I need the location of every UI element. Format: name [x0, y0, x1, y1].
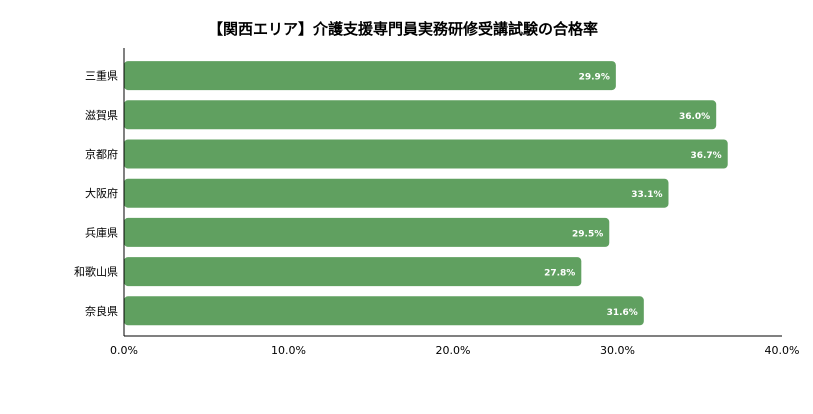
x-tick-label: 40.0% — [765, 344, 800, 357]
x-tick-label: 10.0% — [271, 344, 306, 357]
x-tick-label: 0.0% — [110, 344, 138, 357]
category-label: 大阪府 — [85, 186, 118, 200]
data-label: 31.6% — [607, 308, 638, 318]
axes-group: 0.0% 10.0% 20.0% 30.0% 40.0% — [110, 48, 799, 357]
bar-7 — [124, 296, 644, 326]
data-label: 36.7% — [690, 151, 721, 161]
bar-4 — [124, 178, 669, 208]
bar-2 — [124, 100, 717, 130]
chart-title: 【関西エリア】介護支援専門員実務研修受講試験の合格率 — [208, 20, 598, 38]
data-label: 36.0% — [679, 112, 710, 122]
bar-3 — [124, 139, 728, 169]
category-label: 和歌山県 — [74, 265, 118, 279]
bar-6 — [124, 257, 582, 287]
category-label: 奈良県 — [85, 304, 118, 318]
bar-1 — [124, 61, 616, 91]
bars-group: 三重県 29.9% 滋賀県 36.0% 京都府 36.7% 大阪府 33.1% 兵庫県 29.5%… — [74, 61, 728, 326]
data-label: 27.8% — [544, 269, 575, 279]
data-label: 29.5% — [572, 229, 603, 239]
data-label: 33.1% — [631, 190, 662, 200]
data-label: 29.9% — [579, 73, 610, 83]
x-tick-label: 30.0% — [600, 344, 635, 357]
category-label: 京都府 — [85, 147, 118, 161]
x-tick-label: 20.0% — [436, 344, 471, 357]
category-label: 兵庫県 — [85, 225, 118, 239]
category-label: 滋賀県 — [85, 109, 118, 122]
bar-5 — [124, 217, 610, 247]
category-label: 三重県 — [85, 69, 118, 83]
